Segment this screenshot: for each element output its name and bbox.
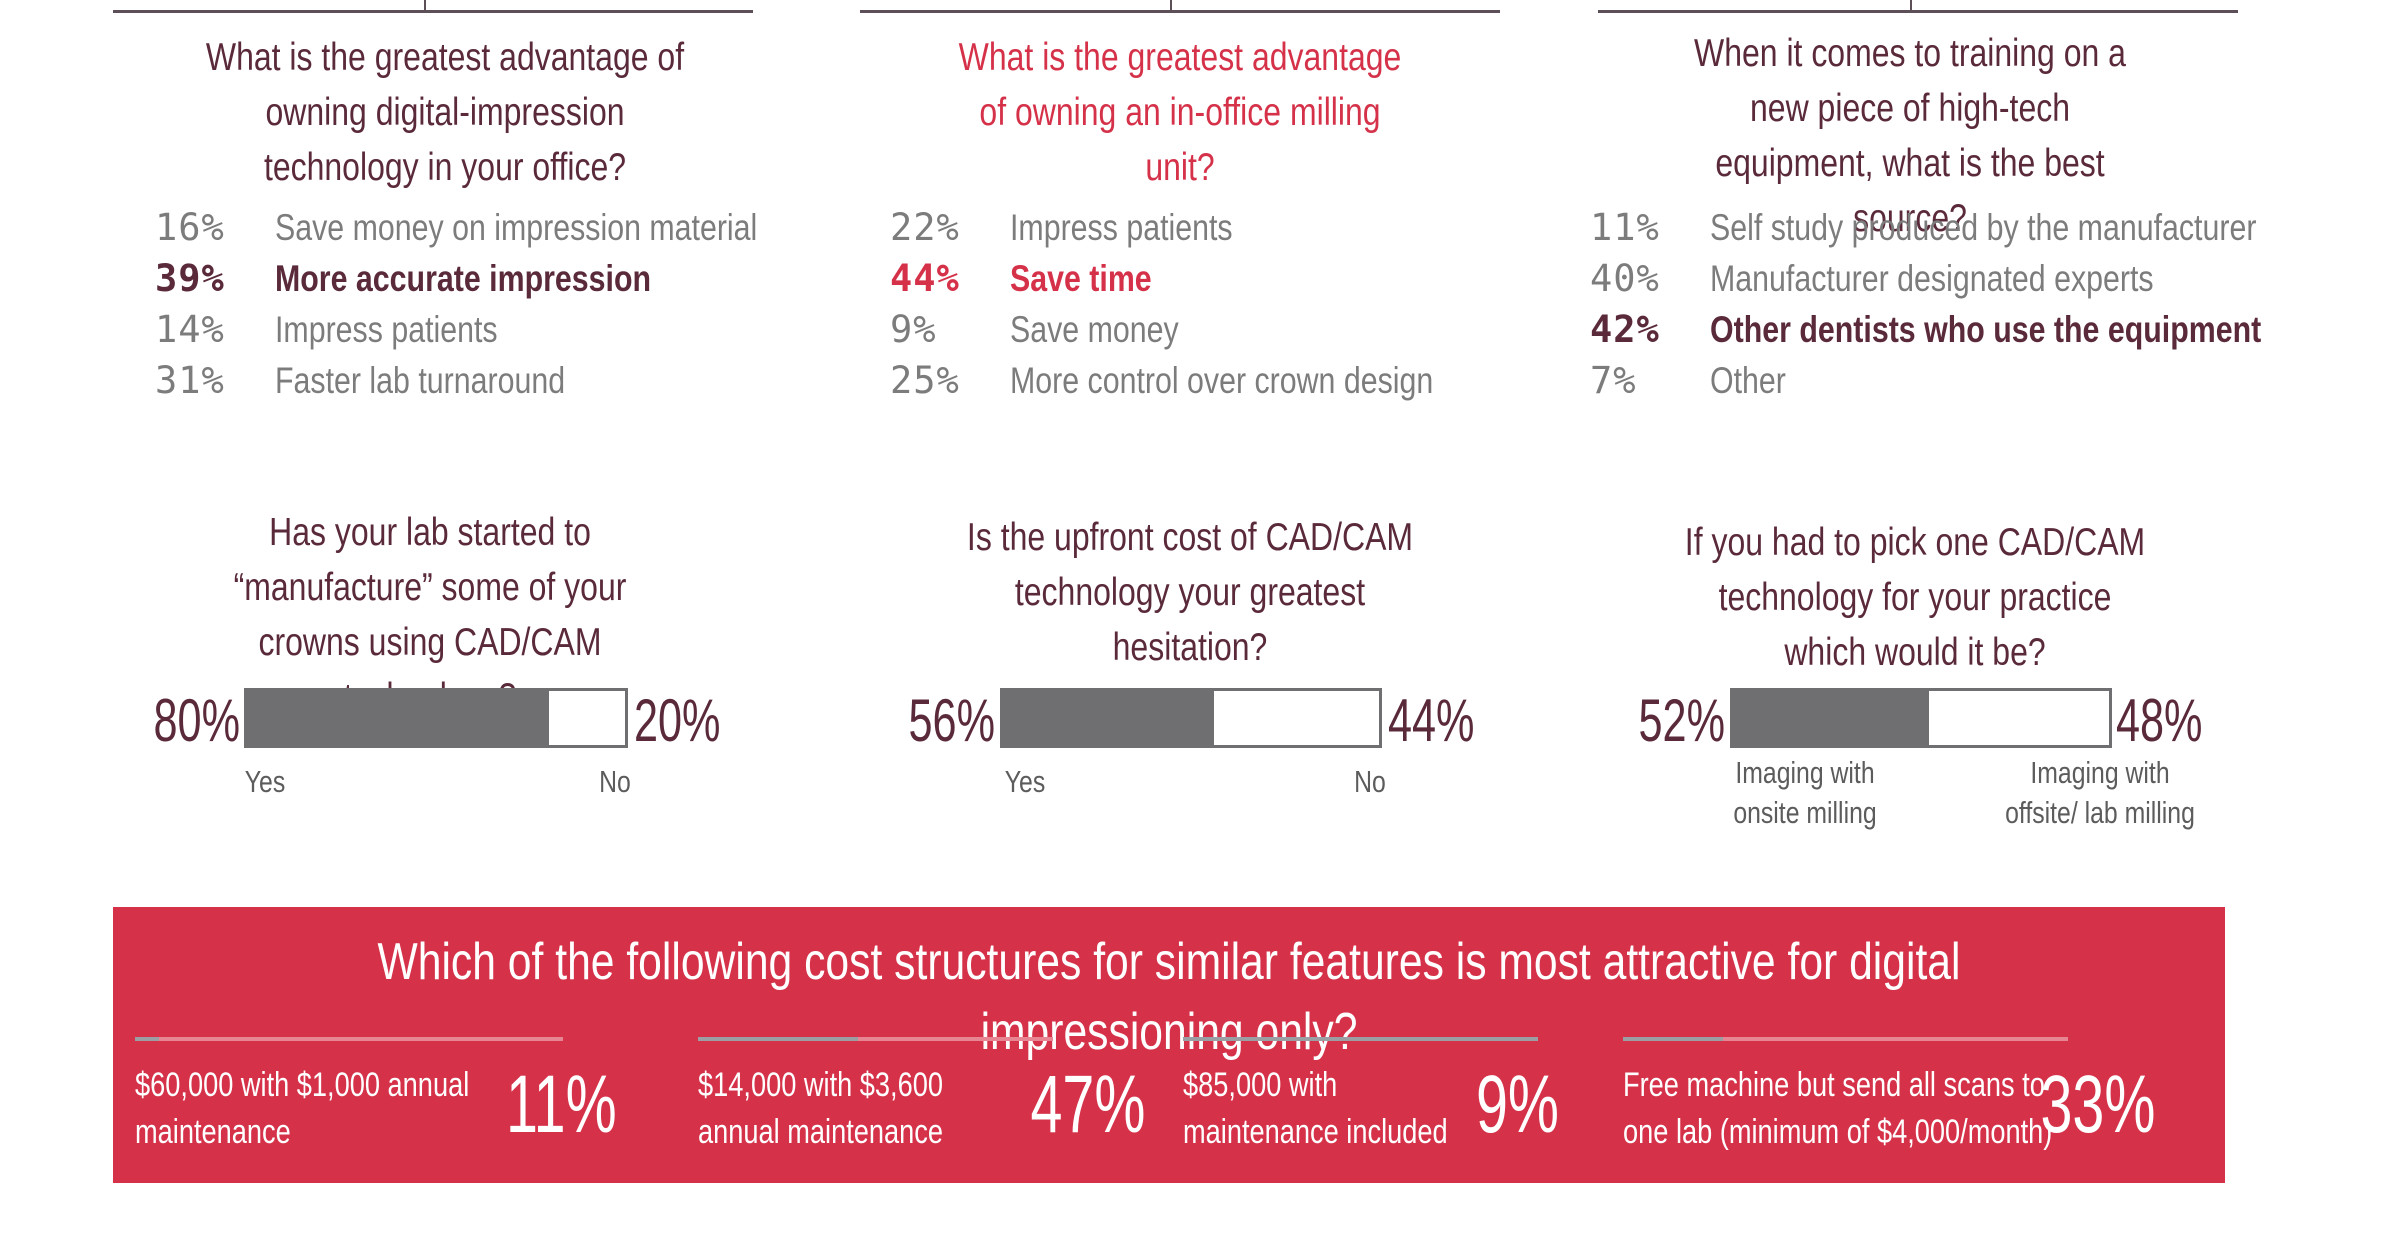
qb-title-text: Is the upfront cost of CAD/CAM technolog…	[966, 516, 1414, 669]
q2-pct-0: 22%	[890, 206, 960, 249]
q2-pct-2: 9%	[890, 308, 937, 351]
qb-left-label: Yes	[1004, 764, 1046, 799]
qc-right-pct: 48%	[2116, 687, 2203, 754]
q1-pct-1: 39%	[155, 257, 225, 300]
opt-3-text: Free machine but send all scans to one l…	[1623, 1062, 2052, 1156]
panel-title: Which of the following cost structures f…	[377, 933, 1961, 1061]
q1-title: What is the greatest advantage of owning…	[187, 30, 704, 195]
q3-pct-0: 11%	[1590, 206, 1660, 249]
qc-left-label: Imaging with onsite milling	[1733, 755, 1877, 830]
qb-bar	[1000, 688, 1382, 748]
qc-bar	[1730, 688, 2112, 748]
opt-2-pct: 9%	[1476, 1059, 1559, 1150]
q3-pct-1: 40%	[1590, 257, 1660, 300]
q3-label-1: Manufacturer designated experts	[1710, 258, 2154, 299]
opt-0-text: $60,000 with $1,000 annual maintenance	[135, 1062, 469, 1156]
q3-label-2: Other dentists who use the equipment	[1710, 309, 2262, 350]
qa-right-pct: 20%	[634, 687, 721, 754]
qa-right-label: No	[599, 764, 631, 799]
top-rule-tick-3	[1910, 0, 1912, 12]
qa-bar	[244, 688, 628, 748]
q2-label-0: Impress patients	[1010, 207, 1233, 248]
qc-right-label: Imaging with offsite/ lab milling	[2005, 755, 2195, 830]
q1-pct-0: 16%	[155, 206, 225, 249]
qb-right-label: No	[1354, 764, 1386, 799]
opt-2-line-0: $85,000 with	[1183, 1066, 1338, 1104]
q1-label-2: Impress patients	[275, 309, 498, 350]
qc-bar-fill	[1733, 691, 1929, 745]
opt-1-line-0: $14,000 with $3,600	[698, 1066, 943, 1104]
q1-answers: 16% Save money on impression material 39…	[155, 202, 795, 412]
qc-title-text: If you had to pick one CAD/CAM technolog…	[1684, 521, 2146, 674]
top-rule-2	[860, 10, 1500, 13]
opt-1-rule-accent	[698, 1037, 858, 1041]
qb-bar-fill	[1003, 691, 1214, 745]
opt-3-line-0: Free machine but send all scans to	[1623, 1066, 2045, 1104]
q3-label-3: Other	[1710, 360, 1786, 401]
q1-pct-2: 14%	[155, 308, 225, 351]
q3-pct-2: 42%	[1590, 308, 1660, 351]
q2-label-3: More control over crown design	[1010, 360, 1434, 401]
q3-pct-3: 7%	[1590, 359, 1637, 402]
opt-0-rule-accent	[135, 1037, 159, 1041]
q3-title-text: When it comes to training on a new piece…	[1694, 32, 2126, 240]
opt-3-rule	[1623, 1037, 2068, 1041]
q1-title-text: What is the greatest advantage of owning…	[205, 36, 685, 189]
qb-left-pct: 56%	[908, 687, 995, 754]
opt-2-rule-accent	[1183, 1037, 1538, 1041]
q1-label-3: Faster lab turnaround	[275, 360, 566, 401]
opt-3-rule-accent	[1623, 1037, 1723, 1041]
opt-1-rule	[698, 1037, 1053, 1041]
qb-right-pct: 44%	[1388, 687, 1475, 754]
q2-pct-3: 25%	[890, 359, 960, 402]
opt-0-pct: 11%	[506, 1059, 617, 1150]
opt-0-line-1: maintenance	[135, 1113, 291, 1151]
q3-answers: 11% Self study produced by the manufactu…	[1590, 202, 2261, 412]
opt-1-text: $14,000 with $3,600 annual maintenance	[698, 1062, 943, 1156]
top-rule-tick-2	[1170, 0, 1172, 12]
qa-left-pct: 80%	[153, 687, 240, 754]
top-rule-1	[113, 10, 753, 13]
opt-0-rule	[135, 1037, 563, 1041]
opt-2-line-1: maintenance included	[1183, 1113, 1448, 1151]
top-rule-tick-1	[424, 0, 426, 12]
q2-pct-1: 44%	[890, 257, 960, 300]
qc-left-pct: 52%	[1638, 687, 1725, 754]
qa-bar-fill	[247, 691, 550, 745]
q1-label-0: Save money on impression material	[275, 207, 758, 248]
opt-2-text: $85,000 with maintenance included	[1183, 1062, 1448, 1156]
qb-title: Is the upfront cost of CAD/CAM technolog…	[936, 510, 1444, 675]
qa-left-label: Yes	[244, 764, 286, 799]
qc-title: If you had to pick one CAD/CAM technolog…	[1677, 515, 2153, 680]
q2-title-text: What is the greatest advantage of owning…	[958, 36, 1402, 189]
q2-label-2: Save money	[1010, 309, 1179, 350]
cost-structure-panel: Which of the following cost structures f…	[113, 907, 2225, 1183]
opt-1-pct: 47%	[1030, 1059, 1146, 1150]
q1-label-1: More accurate impression	[275, 258, 652, 299]
q2-title: What is the greatest advantage of owning…	[950, 30, 1409, 195]
q2-label-1: Save time	[1010, 258, 1152, 299]
opt-3-line-1: one lab (minimum of $4,000/month)	[1623, 1113, 2053, 1151]
opt-0-line-0: $60,000 with $1,000 annual	[135, 1066, 470, 1104]
opt-1-line-1: annual maintenance	[698, 1113, 943, 1151]
opt-3-pct: 33%	[2040, 1059, 2156, 1150]
top-rule-3	[1598, 10, 2238, 13]
q2-answers: 22% Impress patients 44% Save time 9% Sa…	[890, 202, 1530, 412]
q1-pct-3: 31%	[155, 359, 225, 402]
q3-title: When it comes to training on a new piece…	[1672, 26, 2148, 246]
q3-label-0: Self study produced by the manufacturer	[1710, 207, 2257, 248]
